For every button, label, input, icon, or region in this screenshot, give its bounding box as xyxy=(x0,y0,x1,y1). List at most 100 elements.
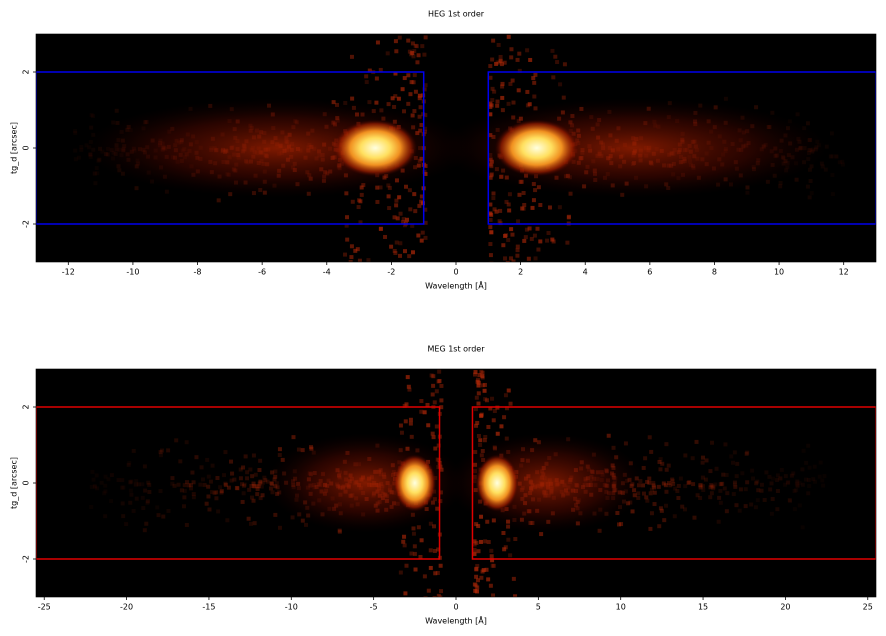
noise-pixel xyxy=(502,60,507,65)
noise-pixel xyxy=(208,479,213,484)
noise-pixel xyxy=(490,563,495,568)
noise-pixel xyxy=(431,383,436,388)
noise-pixel xyxy=(247,487,252,492)
noise-pixel xyxy=(483,397,488,402)
noise-pixel xyxy=(759,488,764,493)
noise-pixel xyxy=(349,244,354,249)
noise-pixel xyxy=(565,240,570,245)
noise-pixel xyxy=(398,241,403,246)
noise-pixel xyxy=(515,57,520,62)
noise-pixel xyxy=(257,481,262,486)
noise-pixel xyxy=(778,181,783,186)
noise-pixel xyxy=(695,493,700,498)
noise-pixel xyxy=(511,259,516,262)
noise-pixel xyxy=(675,489,680,494)
noise-pixel xyxy=(488,104,493,109)
noise-pixel xyxy=(103,483,108,488)
noise-pixel xyxy=(277,453,282,458)
noise-pixel xyxy=(436,593,441,597)
noise-pixel xyxy=(678,476,683,481)
x-tick-label: 6 xyxy=(647,268,652,277)
y-tick-label: 2 xyxy=(22,404,31,409)
noise-pixel xyxy=(522,202,527,207)
emission-core xyxy=(475,454,519,512)
noise-pixel xyxy=(698,483,703,488)
noise-pixel xyxy=(818,460,823,465)
x-tick-label: 25 xyxy=(863,603,873,612)
noise-pixel xyxy=(119,485,124,490)
noise-pixel xyxy=(472,550,477,555)
noise-pixel xyxy=(90,114,95,119)
noise-pixel xyxy=(807,465,812,470)
noise-pixel xyxy=(121,485,126,490)
noise-pixel xyxy=(664,442,669,447)
noise-pixel xyxy=(93,484,98,489)
noise-pixel xyxy=(223,482,228,487)
noise-pixel xyxy=(525,48,530,53)
noise-pixel xyxy=(480,383,485,388)
noise-pixel xyxy=(722,486,727,491)
noise-pixel xyxy=(520,206,525,211)
noise-pixel xyxy=(649,511,654,516)
noise-pixel xyxy=(676,496,681,501)
noise-pixel xyxy=(258,479,263,484)
noise-pixel xyxy=(775,489,780,494)
noise-pixel xyxy=(73,130,78,135)
noise-pixel xyxy=(403,419,408,424)
noise-pixel xyxy=(141,506,146,511)
noise-pixel xyxy=(817,474,822,479)
noise-pixel xyxy=(134,186,139,191)
noise-pixel xyxy=(277,525,282,530)
noise-pixel xyxy=(389,244,394,249)
noise-pixel xyxy=(241,465,246,470)
noise-pixel xyxy=(711,484,716,489)
noise-pixel xyxy=(248,521,253,526)
noise-pixel xyxy=(491,563,496,568)
x-tick-label: -5 xyxy=(370,603,378,612)
noise-pixel xyxy=(658,506,663,511)
y-axis-label: tg_d [arcsec] xyxy=(10,457,19,509)
noise-pixel xyxy=(701,488,706,493)
noise-pixel xyxy=(410,223,415,228)
noise-pixel xyxy=(506,202,511,207)
noise-pixel xyxy=(775,507,780,512)
noise-pixel xyxy=(532,80,537,85)
noise-pixel xyxy=(393,94,398,99)
noise-pixel xyxy=(439,398,444,403)
noise-pixel xyxy=(95,486,100,491)
noise-pixel xyxy=(127,460,132,465)
noise-pixel xyxy=(478,442,483,447)
noise-pixel xyxy=(708,495,713,500)
noise-pixel xyxy=(515,244,520,249)
noise-pixel xyxy=(420,261,425,262)
noise-pixel xyxy=(398,423,403,428)
noise-pixel xyxy=(550,48,555,53)
noise-pixel xyxy=(619,522,624,527)
x-tick-label: 0 xyxy=(453,603,458,612)
noise-pixel xyxy=(754,481,759,486)
noise-pixel xyxy=(414,44,419,49)
x-tick-label: 4 xyxy=(583,268,588,277)
noise-pixel xyxy=(807,484,812,489)
noise-pixel xyxy=(783,474,788,479)
noise-pixel xyxy=(718,482,723,487)
noise-pixel xyxy=(260,480,265,485)
noise-pixel xyxy=(394,198,399,203)
noise-pixel xyxy=(658,467,663,472)
noise-pixel xyxy=(506,101,511,106)
noise-pixel xyxy=(416,525,421,530)
noise-pixel xyxy=(250,474,255,479)
noise-pixel xyxy=(258,496,263,501)
noise-pixel xyxy=(438,563,443,568)
noise-pixel xyxy=(532,94,537,99)
noise-pixel xyxy=(488,211,493,216)
noise-pixel xyxy=(723,96,728,101)
noise-pixel xyxy=(423,113,428,118)
noise-pixel xyxy=(257,468,262,473)
noise-pixel xyxy=(260,493,265,498)
noise-pixel xyxy=(770,476,775,481)
noise-pixel xyxy=(120,501,125,506)
noise-pixel xyxy=(206,474,211,479)
noise-pixel xyxy=(366,258,371,262)
noise-pixel xyxy=(400,87,405,92)
